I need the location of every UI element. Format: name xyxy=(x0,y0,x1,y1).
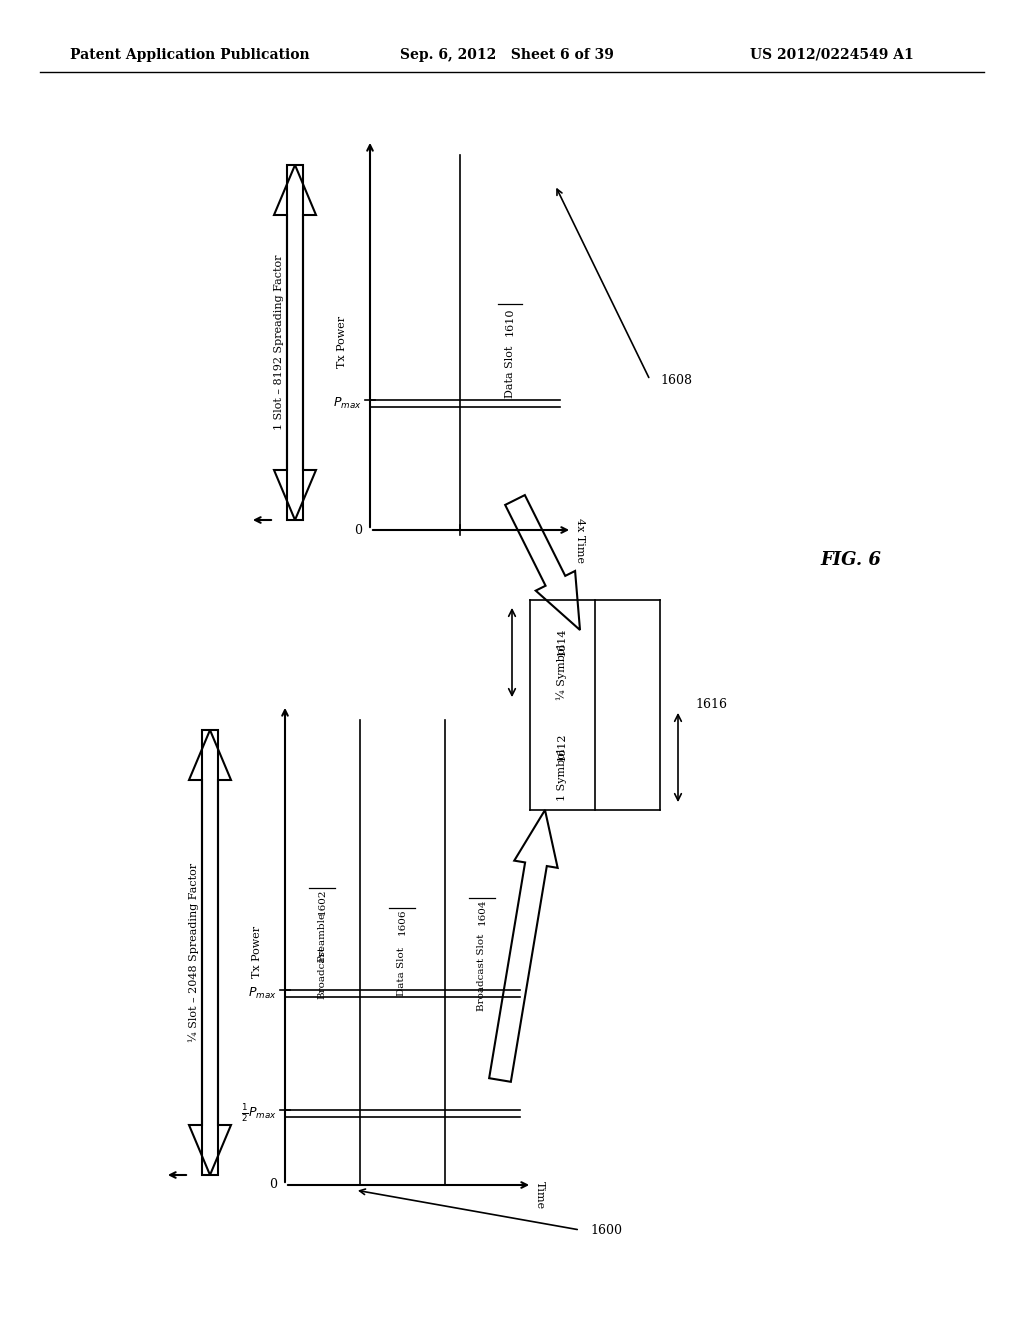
Text: 1606: 1606 xyxy=(397,908,407,936)
Text: 1612: 1612 xyxy=(557,733,567,762)
Text: 4x Time: 4x Time xyxy=(575,517,585,562)
Text: 1610: 1610 xyxy=(505,308,515,337)
Text: Preamble: Preamble xyxy=(317,912,327,962)
Polygon shape xyxy=(505,495,580,630)
Text: Broadcast: Broadcast xyxy=(317,945,327,998)
Text: 1616: 1616 xyxy=(695,698,727,711)
Text: Tx Power: Tx Power xyxy=(337,315,347,368)
Text: FIG. 6: FIG. 6 xyxy=(820,550,881,569)
Text: $P_{max}$: $P_{max}$ xyxy=(249,986,278,1001)
Text: $\frac{1}{2}P_{max}$: $\frac{1}{2}P_{max}$ xyxy=(242,1102,278,1123)
Text: 0: 0 xyxy=(269,1179,278,1192)
Text: 0: 0 xyxy=(354,524,362,536)
Text: Time: Time xyxy=(535,1181,545,1209)
Polygon shape xyxy=(489,810,558,1082)
Text: 1 Slot – 8192 Spreading Factor: 1 Slot – 8192 Spreading Factor xyxy=(274,255,284,430)
Text: Sep. 6, 2012   Sheet 6 of 39: Sep. 6, 2012 Sheet 6 of 39 xyxy=(400,48,613,62)
Text: US 2012/0224549 A1: US 2012/0224549 A1 xyxy=(750,48,913,62)
Text: Data Slot: Data Slot xyxy=(397,948,407,997)
Text: $P_{max}$: $P_{max}$ xyxy=(334,396,362,411)
Text: Tx Power: Tx Power xyxy=(252,925,262,978)
Text: ¼ Symbol: ¼ Symbol xyxy=(557,644,567,700)
Text: Patent Application Publication: Patent Application Publication xyxy=(70,48,309,62)
Text: ¼ Slot – 2048 Spreading Factor: ¼ Slot – 2048 Spreading Factor xyxy=(188,862,200,1041)
Text: 1614: 1614 xyxy=(557,628,567,656)
Text: 1604: 1604 xyxy=(477,899,486,925)
Text: 1608: 1608 xyxy=(660,374,692,387)
Text: Broadcast Slot: Broadcast Slot xyxy=(477,933,486,1011)
Text: 1600: 1600 xyxy=(590,1224,622,1237)
Text: Data Slot: Data Slot xyxy=(505,346,515,399)
Text: 1 Symbol: 1 Symbol xyxy=(557,748,567,801)
Text: 1602: 1602 xyxy=(317,888,327,915)
